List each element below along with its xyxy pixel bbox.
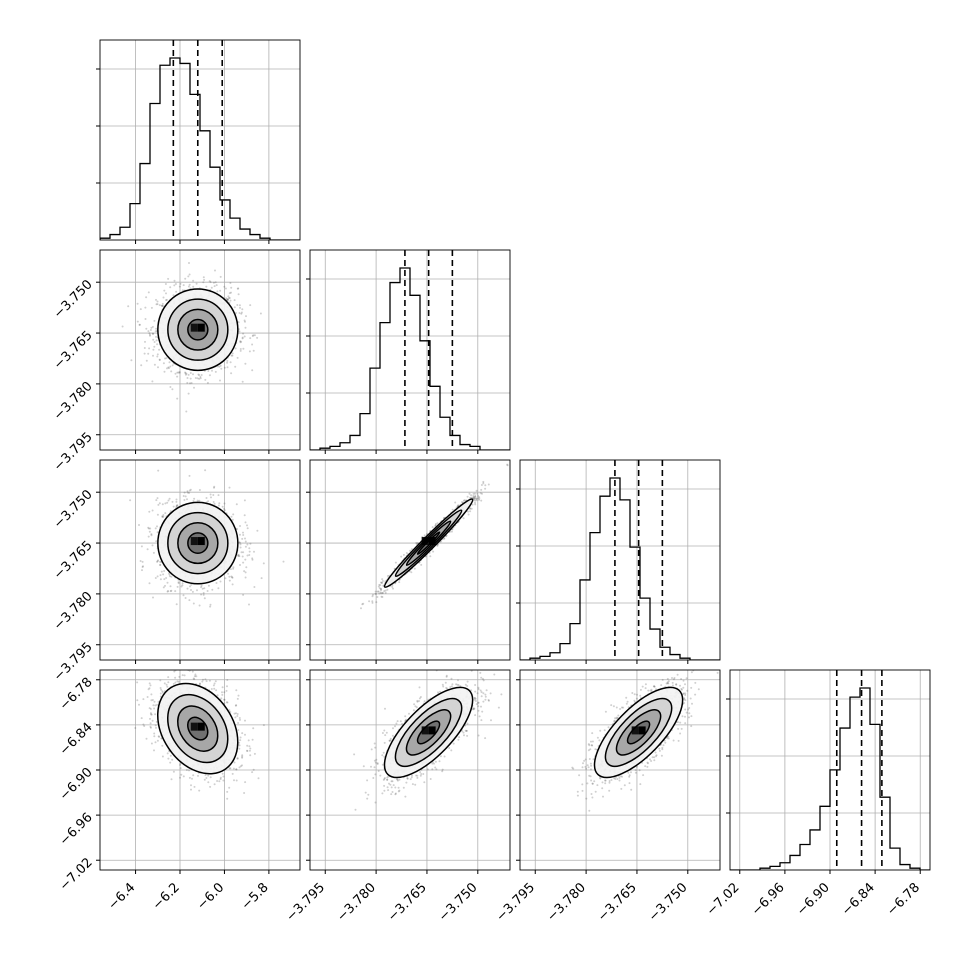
contour-line — [177, 521, 219, 565]
x-tick-label: −6.90 — [794, 880, 833, 919]
y-tick-label: −3.765 — [51, 328, 96, 373]
density-peak — [428, 726, 436, 735]
x-tick-label: −3.795 — [283, 880, 328, 925]
density-peak — [190, 323, 198, 332]
y-tick-label: −6.96 — [57, 810, 96, 849]
contour-line — [157, 288, 239, 372]
panel-frame — [99, 39, 301, 241]
x-tick-label: −6.0 — [194, 880, 227, 913]
density-peak — [197, 722, 205, 731]
contour-line — [416, 720, 441, 745]
contour-line — [383, 686, 474, 779]
joint-panel-2-1 — [306, 459, 511, 664]
joint-panel-3-1 — [306, 669, 511, 874]
density-peak — [631, 726, 639, 735]
histogram-panel-0 — [96, 39, 301, 241]
panel-frame — [519, 669, 721, 871]
joint-panel-3-0 — [96, 669, 301, 874]
histogram-panel-2 — [516, 459, 721, 661]
density-peak — [190, 722, 198, 731]
x-tick-label: −5.8 — [239, 880, 272, 913]
contour-line — [383, 498, 474, 588]
contour-line — [593, 686, 684, 779]
x-tick-label: −3.750 — [436, 880, 481, 925]
y-tick-label: −7.02 — [57, 855, 96, 894]
contour-line — [405, 709, 452, 756]
panel-frame — [99, 249, 301, 451]
contour-line — [604, 697, 673, 768]
contour-line — [186, 716, 209, 741]
contour-line — [166, 694, 229, 764]
panel-frame — [309, 249, 511, 451]
contour-line — [156, 682, 239, 775]
x-tick-label: −6.96 — [749, 880, 788, 919]
contour-line — [416, 531, 441, 555]
panel-frame — [99, 459, 301, 661]
histogram-step-line — [520, 477, 720, 660]
x-tick-label: −3.765 — [595, 880, 640, 925]
panel-frame — [309, 459, 511, 661]
x-tick-label: −3.795 — [493, 880, 538, 925]
density-peak — [421, 726, 429, 735]
density-peak — [190, 537, 198, 546]
panel-frame — [99, 669, 301, 871]
joint-panel-1-0 — [96, 249, 301, 454]
x-tick-label: −6.4 — [105, 880, 138, 913]
y-tick-label: −3.780 — [51, 379, 96, 424]
x-tick-label: −3.780 — [334, 880, 379, 925]
y-tick-label: −3.795 — [51, 430, 96, 475]
x-tick-label: −3.780 — [544, 880, 589, 925]
density-peak — [197, 537, 205, 546]
y-tick-label: −6.90 — [57, 765, 96, 804]
y-tick-label: −3.780 — [51, 589, 96, 634]
contour-line — [167, 298, 229, 361]
x-tick-label: −6.84 — [839, 880, 878, 919]
joint-panel-3-2 — [516, 669, 721, 874]
x-tick-label: −3.750 — [646, 880, 691, 925]
y-tick-label: −6.84 — [57, 720, 96, 759]
x-tick-label: −3.765 — [385, 880, 430, 925]
contour-line — [394, 509, 463, 577]
x-tick-label: −7.02 — [704, 880, 743, 919]
density-peak — [197, 323, 205, 332]
histogram-panel-1 — [306, 249, 511, 451]
histogram-panel-3 — [726, 669, 931, 871]
contour-line — [157, 501, 239, 585]
contour-line — [626, 720, 651, 745]
y-tick-label: −3.795 — [51, 640, 96, 685]
panel-frame — [309, 669, 511, 871]
x-tick-label: −6.78 — [884, 880, 923, 919]
contour-line — [187, 532, 209, 554]
contour-line — [177, 308, 219, 351]
histogram-step-line — [730, 687, 930, 870]
y-tick-label: −3.750 — [51, 277, 96, 322]
contour-line — [187, 318, 209, 341]
y-tick-label: −3.750 — [51, 487, 96, 532]
contour-line — [394, 697, 463, 768]
histogram-step-line — [310, 267, 510, 450]
contour-line — [176, 705, 219, 752]
y-tick-label: −3.765 — [51, 538, 96, 583]
density-peak — [638, 726, 646, 735]
contour-line — [405, 520, 452, 566]
histogram-step-line — [100, 57, 300, 240]
x-tick-label: −6.2 — [150, 880, 183, 913]
panel-frame — [519, 459, 721, 661]
contour-line — [615, 709, 662, 756]
joint-panel-2-0 — [96, 459, 301, 664]
contour-line — [167, 511, 229, 575]
